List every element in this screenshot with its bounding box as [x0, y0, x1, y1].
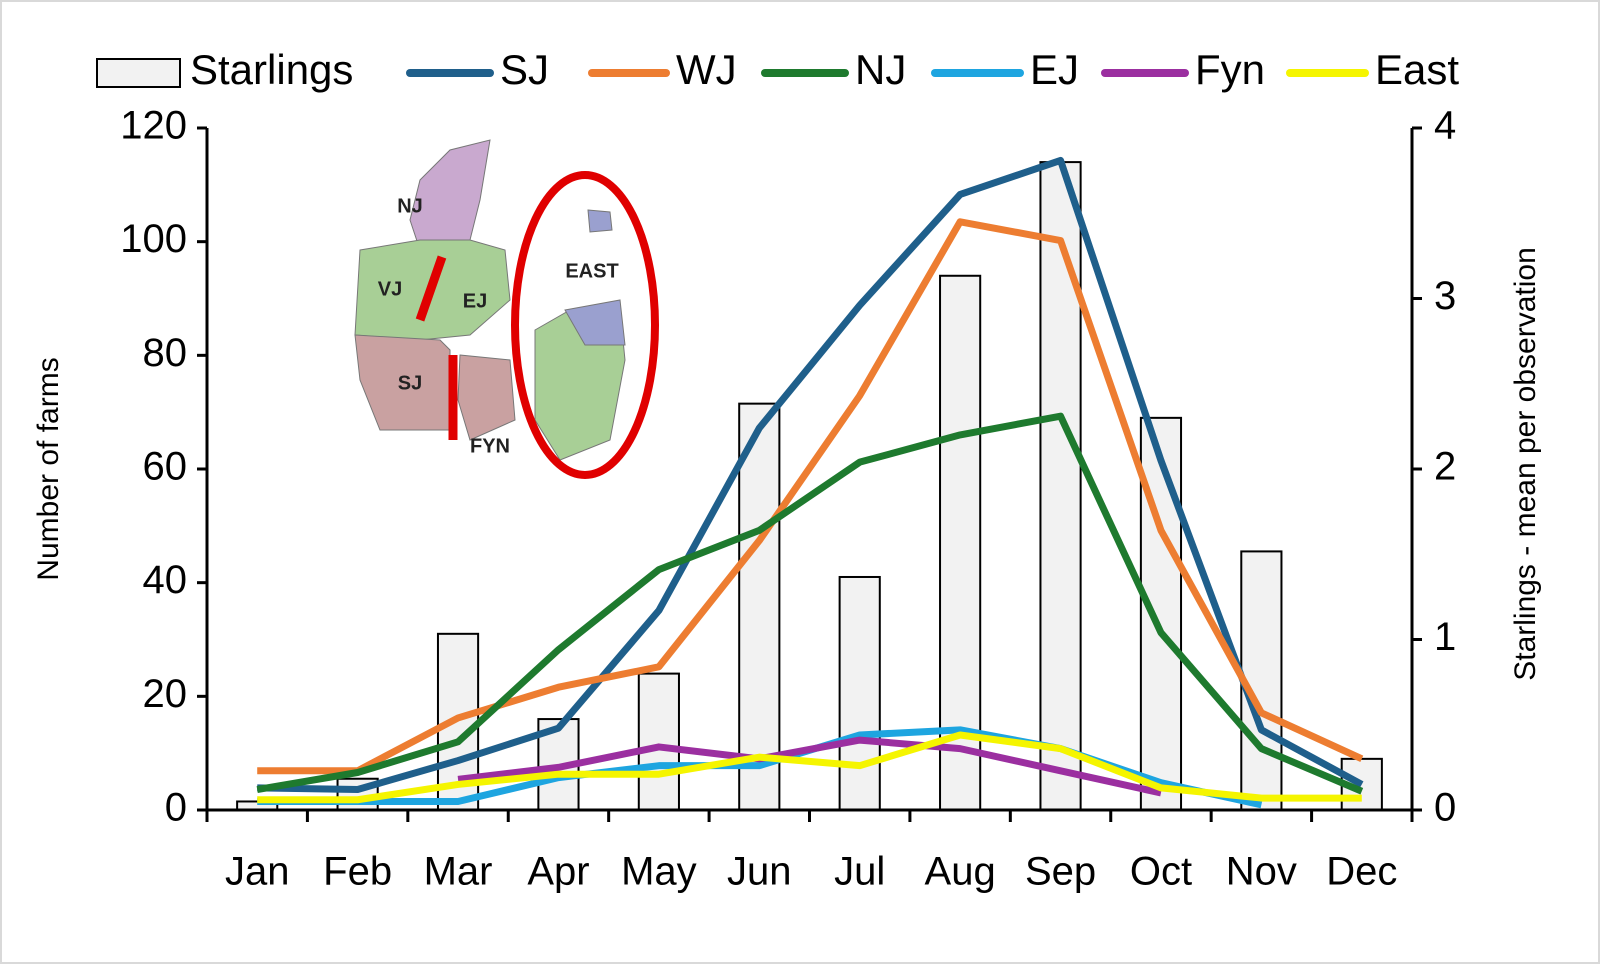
y-tick-label: 80	[143, 331, 188, 375]
map-divider	[415, 255, 447, 322]
map-label: EJ	[463, 290, 487, 312]
map-inset: NJ VJ EJ SJ FYN EAST	[354, 139, 659, 479]
y-tick-label: 40	[143, 558, 188, 602]
bar	[939, 274, 982, 811]
y-tick-label: 0	[165, 786, 187, 830]
map-region	[457, 354, 516, 441]
line	[257, 156, 1364, 794]
x-tick-label: Dec	[1326, 850, 1397, 894]
y2-tick-label: 0	[1434, 786, 1456, 830]
x-tick-label: Jan	[225, 850, 290, 894]
x-tick-label: Apr	[527, 850, 589, 894]
line	[257, 731, 1362, 804]
bar	[637, 672, 680, 811]
y-axis-label: Number of farms	[32, 357, 65, 580]
legend-label: Starlings	[190, 46, 353, 93]
y2-tick-label: 3	[1434, 274, 1456, 318]
bar	[1139, 416, 1183, 811]
x-tick-label: Feb	[323, 850, 392, 894]
y2-tick-label: 2	[1434, 445, 1456, 489]
x-tick-label: Jun	[727, 850, 792, 894]
legend-label: Fyn	[1195, 46, 1265, 93]
line	[257, 218, 1364, 775]
x-tick-label: Oct	[1130, 850, 1192, 894]
map-region	[564, 299, 626, 346]
x-tick-label: Jul	[834, 850, 885, 894]
map-label: SJ	[398, 372, 422, 394]
line	[457, 736, 1162, 797]
y-tick-label: 120	[120, 104, 187, 148]
x-tick-label: Mar	[424, 850, 493, 894]
x-tick-label: Aug	[925, 850, 996, 894]
y2-axis-label: Starlings - mean per observation	[1509, 247, 1542, 681]
map-circle	[511, 171, 659, 479]
map-region	[587, 209, 613, 233]
y2-tick-label: 4	[1434, 104, 1456, 148]
x-tick-label: Nov	[1226, 850, 1297, 894]
map-region	[409, 139, 491, 251]
legend-label: NJ	[855, 46, 906, 93]
legend-label: SJ	[500, 46, 549, 93]
map-label: FYN	[470, 435, 510, 457]
bar	[738, 402, 781, 811]
y-tick-label: 100	[120, 217, 187, 261]
legend-label: WJ	[676, 46, 737, 93]
map-label: NJ	[397, 195, 423, 217]
y2-tick-label: 1	[1434, 615, 1456, 659]
bar	[1039, 161, 1082, 812]
line	[256, 412, 1364, 795]
map-label: EAST	[565, 260, 618, 282]
y-tick-label: 20	[143, 672, 188, 716]
map-label: VJ	[378, 278, 402, 300]
legend-label: EJ	[1030, 46, 1079, 93]
x-tick-label: Sep	[1025, 850, 1096, 894]
bar	[838, 575, 881, 811]
y-tick-label: 60	[143, 445, 188, 489]
legend-label: East	[1375, 46, 1459, 93]
x-tick-label: May	[621, 850, 697, 894]
legend-swatch	[96, 58, 181, 88]
